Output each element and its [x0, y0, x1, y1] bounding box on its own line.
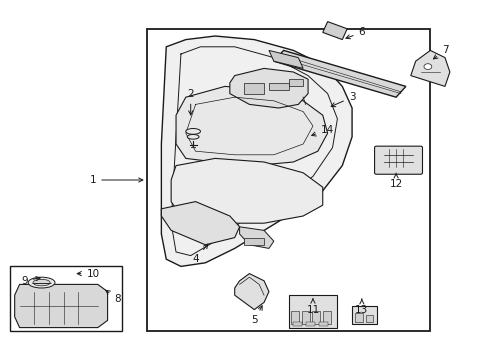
Text: 1: 1 [89, 175, 142, 185]
Bar [318, 322, 327, 326]
Bar [312, 311, 320, 324]
Ellipse shape [185, 129, 200, 134]
Text: 5: 5 [250, 306, 262, 325]
Ellipse shape [187, 134, 199, 139]
Text: 9: 9 [21, 276, 40, 286]
Bar [244, 83, 264, 94]
Bar [288, 79, 303, 86]
Bar [290, 311, 298, 324]
Text: 11: 11 [305, 299, 319, 315]
Polygon shape [234, 274, 268, 310]
Bar [351, 306, 376, 324]
Text: 3: 3 [330, 92, 355, 107]
Bar [323, 311, 330, 324]
Polygon shape [273, 50, 405, 97]
Polygon shape [15, 284, 107, 328]
Polygon shape [176, 86, 327, 166]
Bar [354, 313, 363, 322]
Polygon shape [239, 227, 273, 248]
Text: 6: 6 [345, 27, 365, 39]
Bar [244, 238, 264, 245]
Ellipse shape [28, 277, 55, 288]
Polygon shape [229, 68, 307, 108]
Text: 8: 8 [105, 290, 121, 304]
Text: 14: 14 [311, 125, 334, 136]
Bar [268, 83, 288, 90]
Ellipse shape [33, 279, 50, 286]
Text: 12: 12 [388, 173, 402, 189]
Bar [288, 295, 337, 328]
Text: 2: 2 [187, 89, 194, 115]
Bar [10, 266, 122, 331]
Polygon shape [268, 50, 303, 68]
FancyBboxPatch shape [374, 146, 422, 174]
Bar [365, 315, 372, 322]
Text: 7: 7 [432, 45, 447, 59]
Polygon shape [322, 22, 346, 40]
Polygon shape [171, 158, 322, 223]
Polygon shape [161, 36, 351, 266]
Ellipse shape [423, 64, 431, 69]
Bar [301, 311, 309, 324]
Bar [293, 322, 302, 326]
Text: 10: 10 [77, 269, 99, 279]
Text: 4: 4 [192, 244, 207, 264]
Text: 13: 13 [354, 299, 368, 315]
Polygon shape [410, 50, 449, 86]
Polygon shape [161, 202, 239, 245]
Bar [146, 29, 429, 331]
Bar [305, 322, 314, 326]
